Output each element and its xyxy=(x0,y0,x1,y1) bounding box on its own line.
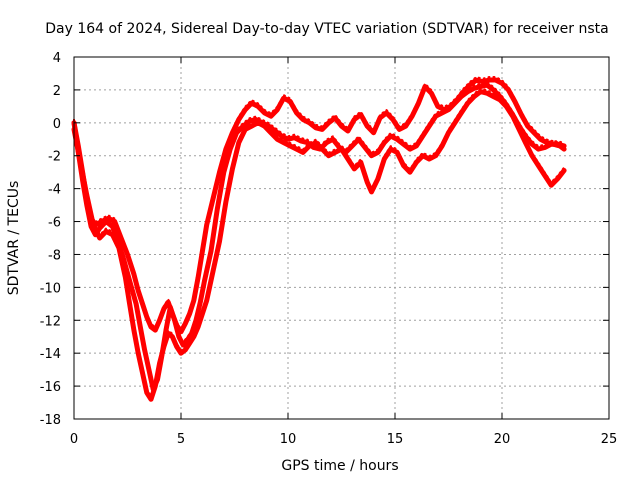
series-line-upper xyxy=(71,77,567,335)
plot-frame xyxy=(73,56,610,420)
y-tick-label: -14 xyxy=(40,347,61,362)
y-tick-label: 4 xyxy=(53,51,61,66)
y-tick-label: -4 xyxy=(48,183,61,198)
series-markers-upper xyxy=(73,76,566,330)
y-tick-label: -2 xyxy=(48,150,61,165)
y-tick-label: -16 xyxy=(40,380,61,395)
y-tick-label: -8 xyxy=(48,248,61,263)
y-axis-title: SDTVAR / TECUs xyxy=(6,181,22,296)
y-tick-label: -12 xyxy=(40,314,61,329)
grid-layer xyxy=(74,57,609,419)
x-tick-label: 15 xyxy=(387,432,404,447)
x-axis-title: GPS time / hours xyxy=(281,458,398,474)
y-tick-label: -18 xyxy=(40,413,61,428)
series-markers-main xyxy=(73,81,566,388)
x-tick-label: 10 xyxy=(280,432,297,447)
series-markers-lower xyxy=(73,87,566,398)
y-tick-label: 0 xyxy=(53,117,61,132)
chart-title: Day 164 of 2024, Sidereal Day-to-day VTE… xyxy=(45,21,608,37)
y-tick-label: -6 xyxy=(48,216,61,231)
label-layer: 0 5 10 15 20 25 -18 -16 -14 -12 -10 -8 -6 -4 -2 0 2 4 xyxy=(40,51,618,447)
series-line-lower xyxy=(71,89,567,402)
x-tick-label: 5 xyxy=(177,432,185,447)
y-tick-label: -10 xyxy=(40,281,61,296)
tick-layer xyxy=(73,56,610,420)
x-tick-label: 20 xyxy=(494,432,511,447)
y-tick-label: 2 xyxy=(53,84,61,99)
series-layer xyxy=(71,76,567,402)
x-tick-label: 25 xyxy=(601,432,618,447)
x-tick-label: 0 xyxy=(70,432,78,447)
